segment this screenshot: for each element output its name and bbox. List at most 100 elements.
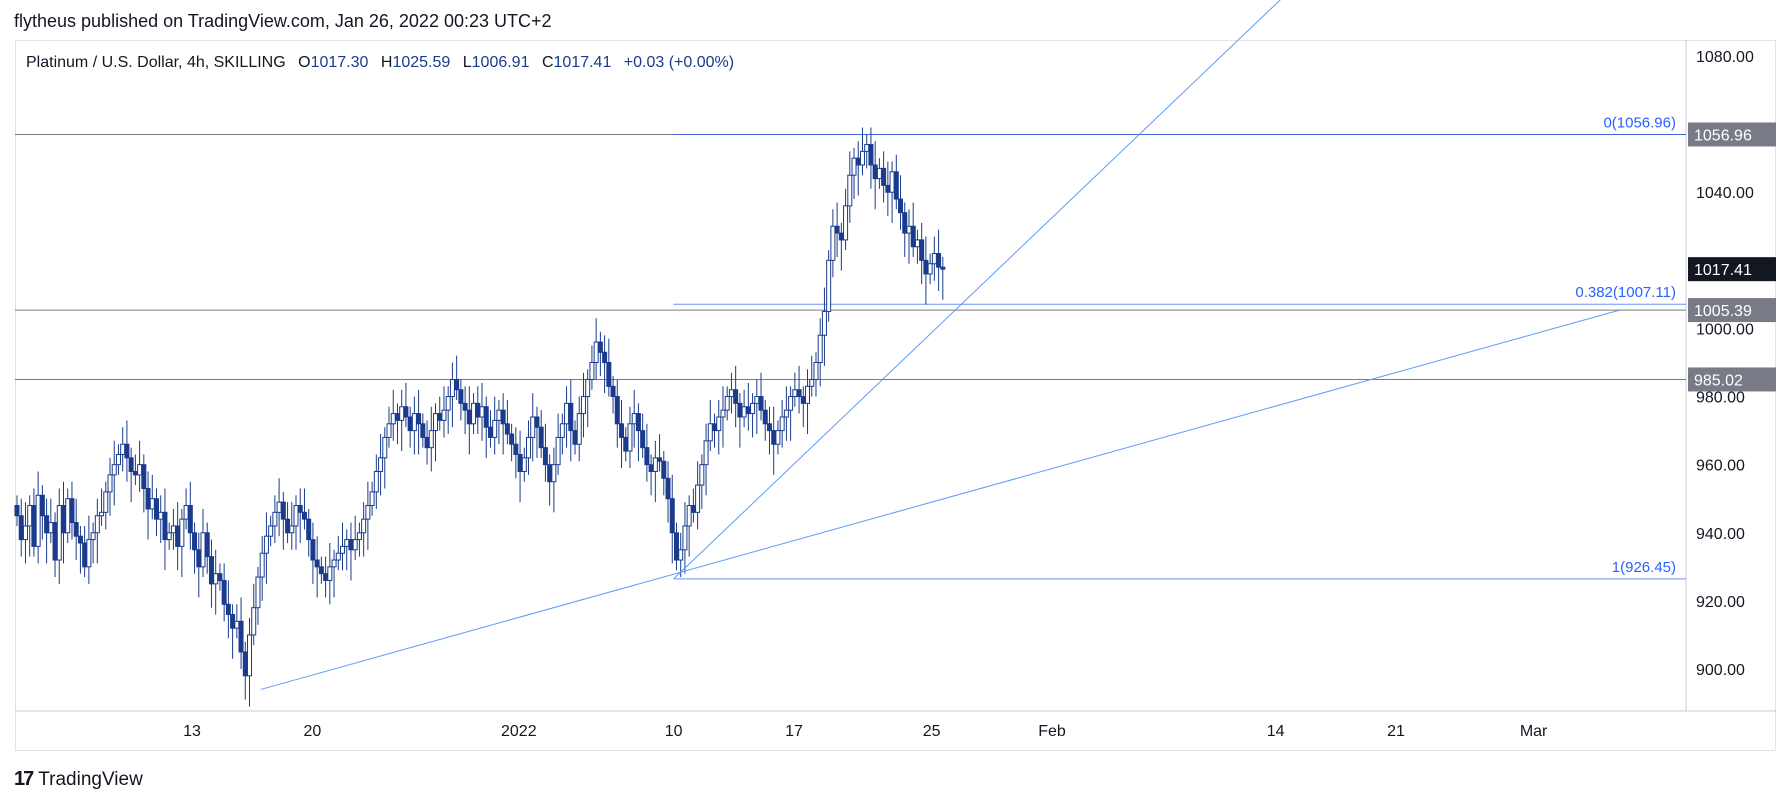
candle-body (923, 259, 929, 275)
candle-body (103, 491, 109, 513)
candle-body (458, 389, 464, 404)
candle-body (238, 620, 244, 653)
candle-body (344, 539, 350, 547)
tradingview-footer[interactable]: 17 TradingView (14, 768, 143, 791)
candle-body (783, 409, 789, 418)
candle-body (847, 174, 853, 207)
y-tick-label: 960.00 (1696, 458, 1745, 475)
candle-body (399, 406, 405, 421)
candle-body (94, 515, 100, 534)
candle-body (259, 552, 265, 578)
candle-body (576, 413, 582, 445)
candle-body (919, 239, 925, 261)
candle-body (699, 464, 705, 486)
high-value: 1025.59 (392, 54, 451, 71)
chart-frame (15, 40, 1776, 751)
candle-body (898, 198, 904, 214)
open-label: O (298, 54, 311, 71)
candle-body (733, 389, 739, 404)
candle-body (107, 474, 113, 493)
candle-body (496, 409, 502, 421)
candle-body (187, 505, 193, 534)
trendline (260, 309, 1620, 690)
candle-body (120, 443, 126, 455)
candle-body (18, 515, 24, 541)
candle-body (551, 464, 557, 483)
candle-body (868, 144, 874, 166)
candle-body (213, 573, 219, 585)
candle-body (568, 402, 574, 432)
candle-body (86, 539, 92, 568)
candle-body (310, 539, 316, 561)
candle-body (369, 491, 375, 507)
candle-body (242, 651, 248, 677)
candle-body (433, 413, 439, 432)
candle-body (27, 505, 33, 527)
candle-body (686, 505, 692, 527)
candle-body (449, 379, 455, 398)
candle-body (306, 518, 312, 541)
candle-body (602, 351, 608, 363)
candle-body (775, 430, 781, 445)
price-tag (1688, 122, 1776, 147)
y-tick-label: 1000.00 (1696, 321, 1754, 338)
y-tick-label: 900.00 (1696, 662, 1745, 679)
candle-body (356, 532, 362, 541)
candle-body (217, 573, 223, 581)
candle-body (280, 501, 286, 520)
candle-body (52, 522, 58, 561)
candle-body (73, 522, 79, 537)
candle-body (593, 341, 599, 364)
candle-body (335, 552, 341, 561)
candle-body (910, 225, 916, 248)
candle-body (331, 559, 337, 568)
candle-body (56, 505, 62, 561)
candle-body (424, 436, 430, 449)
candle-body (864, 144, 870, 152)
candle-body (441, 409, 447, 421)
candle-body (940, 266, 946, 270)
candle-body (838, 232, 844, 241)
candle-body (669, 498, 675, 534)
x-tick-label: Feb (1038, 723, 1066, 740)
candle-body (644, 447, 650, 466)
candle-body (255, 576, 261, 609)
candle-body (821, 310, 827, 336)
candle-body (200, 532, 206, 568)
trendline (673, 0, 1281, 580)
candle-body (889, 171, 895, 193)
candle-body (314, 559, 320, 568)
x-tick-label: 14 (1267, 723, 1285, 740)
candle-body (754, 396, 760, 404)
candle-body (597, 341, 603, 353)
candle-body (35, 494, 41, 547)
candle-body (208, 556, 214, 585)
candle-body (766, 423, 772, 432)
candle-body (547, 464, 553, 483)
candle-body (137, 464, 143, 476)
candle-body (61, 505, 67, 534)
candle-body (635, 413, 641, 432)
candle-body (323, 573, 329, 581)
y-tick-label: 1080.00 (1696, 49, 1754, 66)
candle-body (99, 511, 105, 517)
x-tick-label: 10 (665, 723, 683, 740)
candle-body (487, 426, 493, 438)
low-value: 1006.91 (471, 54, 530, 71)
candle-body (31, 505, 37, 547)
open-value: 1017.30 (310, 54, 369, 71)
candle-body (813, 362, 819, 381)
candle-body (340, 545, 346, 554)
chart-legend: Platinum / U.S. Dollar, 4h, SKILLING O10… (26, 54, 734, 72)
candle-body (428, 430, 434, 449)
candle-body (192, 532, 198, 551)
candle-body (141, 464, 147, 490)
y-tick-label: 940.00 (1696, 526, 1745, 543)
candle-body (373, 470, 379, 493)
candle-body (500, 409, 506, 425)
candle-body (762, 409, 768, 425)
x-tick-label: 20 (304, 723, 322, 740)
candle-body (170, 525, 176, 534)
candle-body (640, 430, 646, 449)
